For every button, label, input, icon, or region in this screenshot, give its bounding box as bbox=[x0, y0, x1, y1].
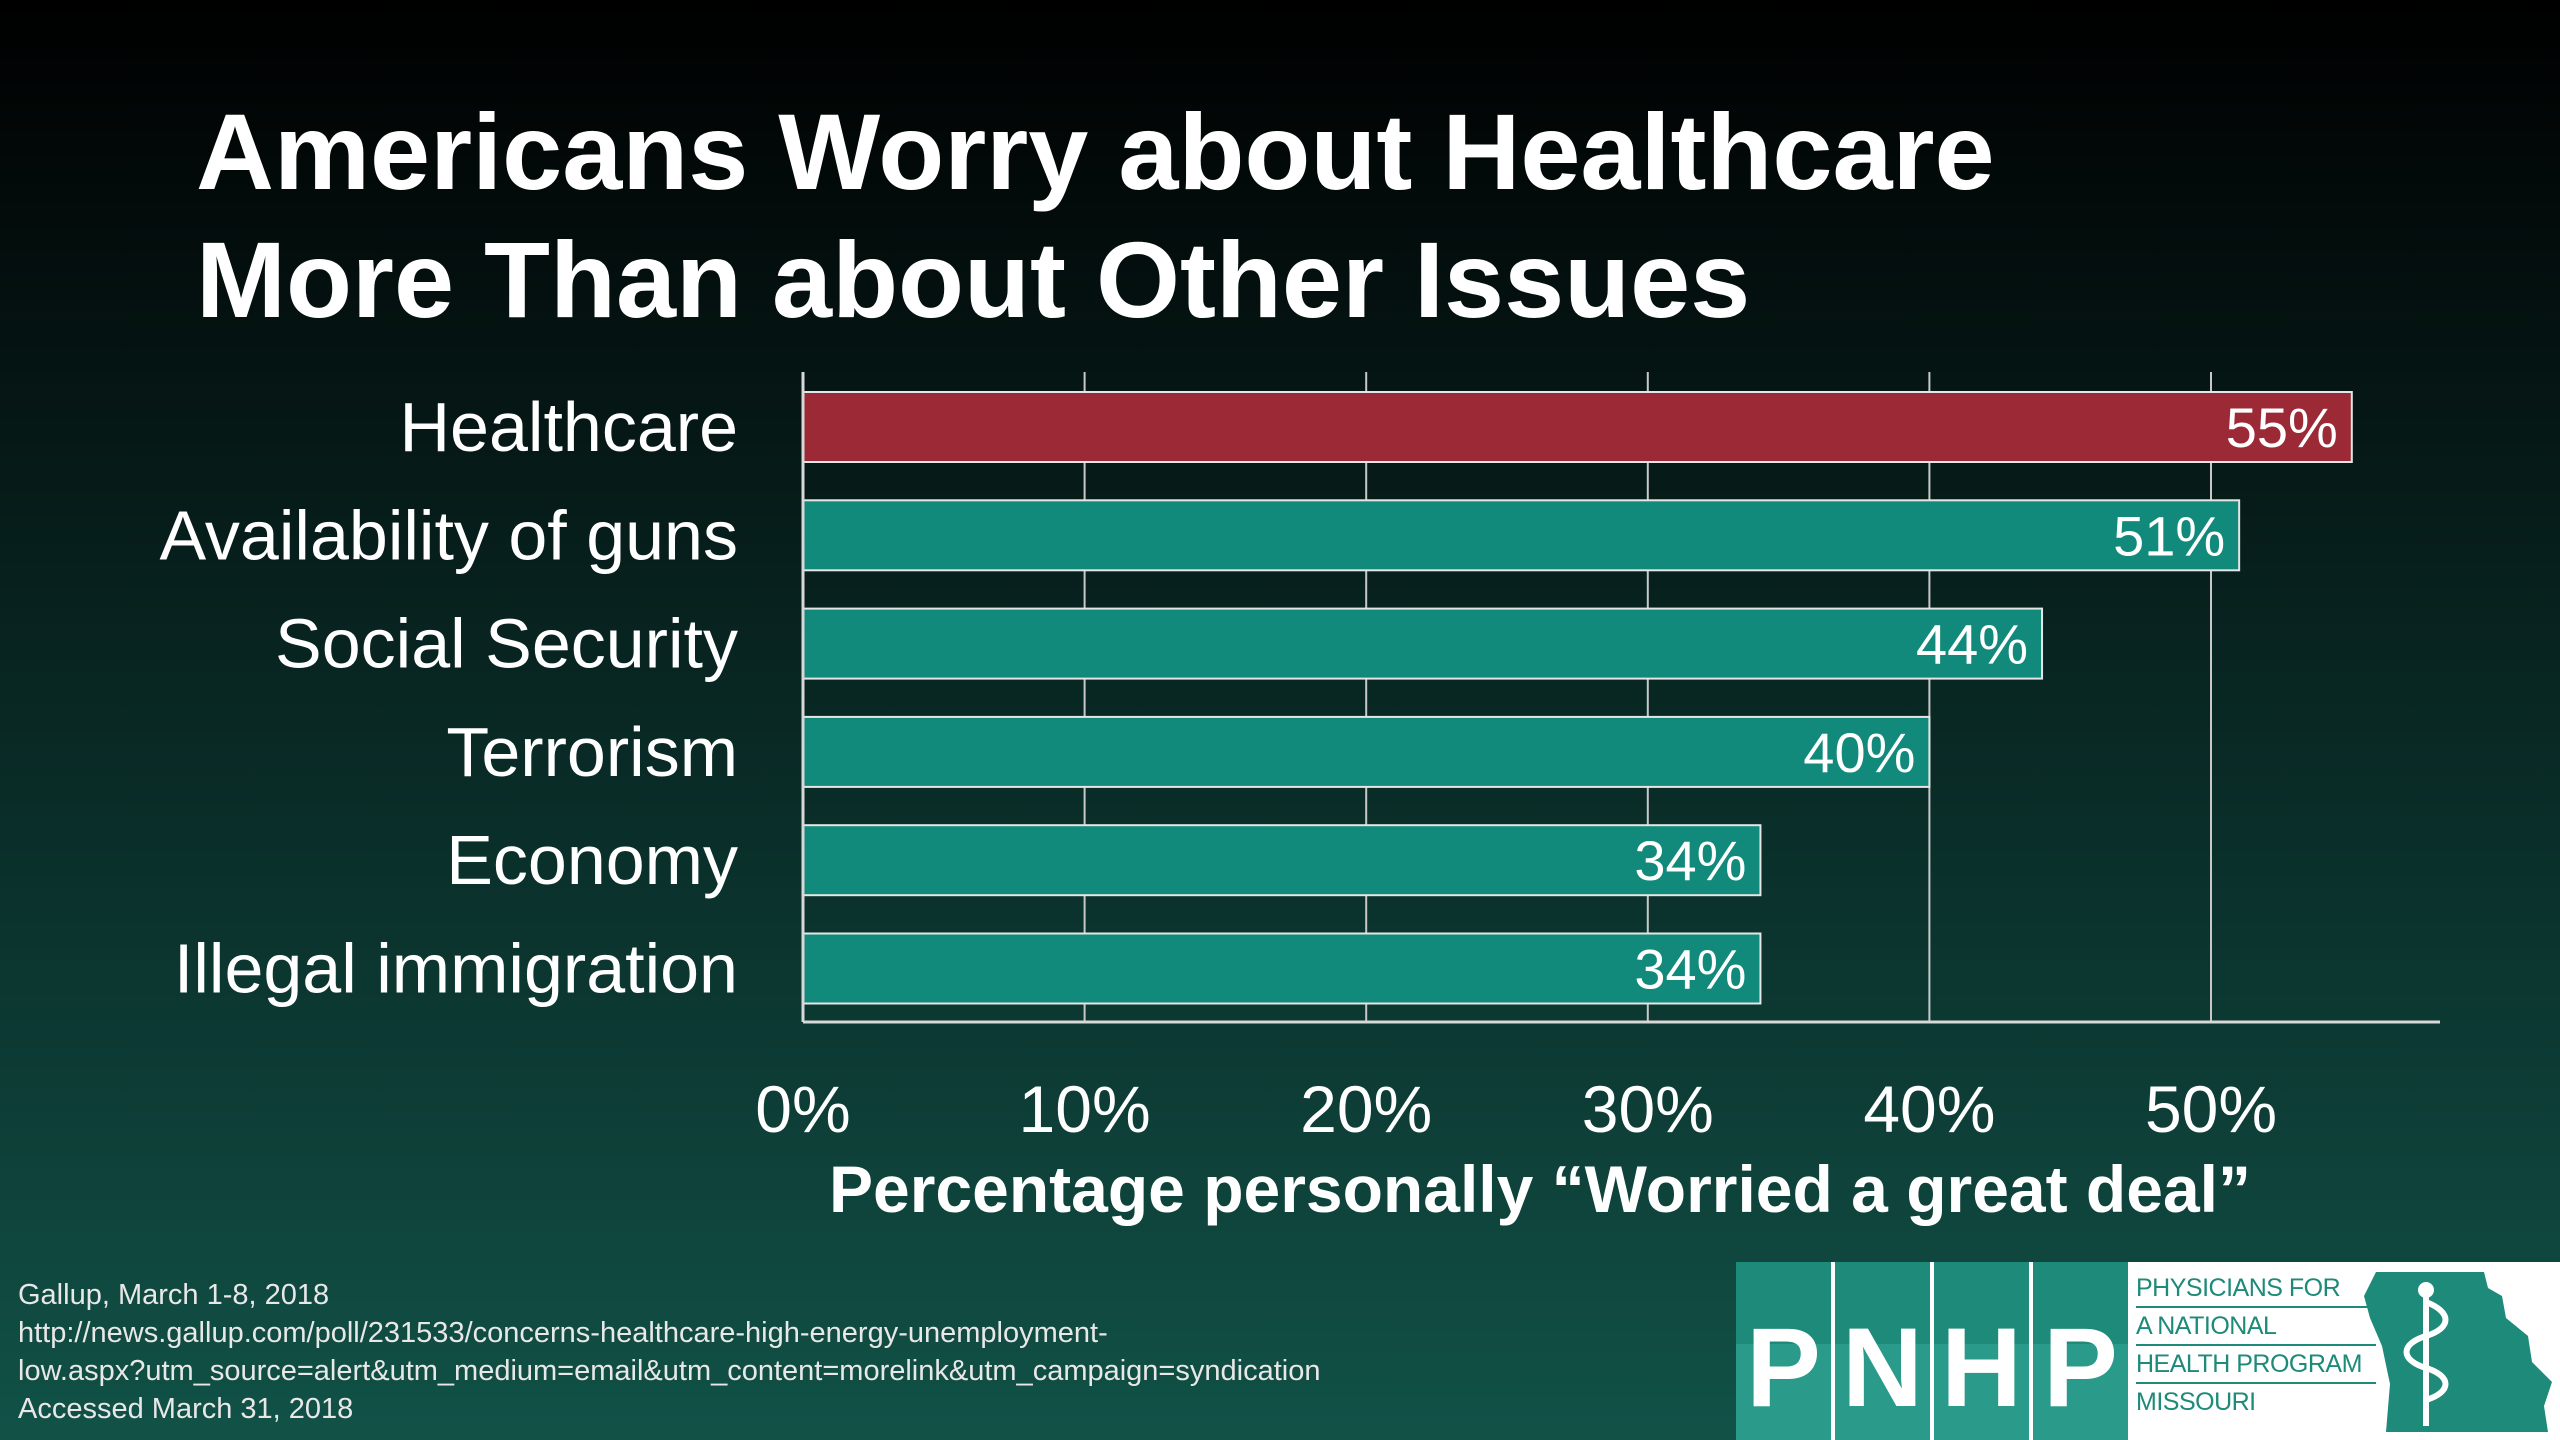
bar-chart: 0% 10% 20% 30% 40% 50% Healthcare 55% Availabili… bbox=[160, 372, 2440, 1226]
category-label: Availability of guns bbox=[160, 496, 739, 574]
label-layer: 0% 10% 20% 30% 40% 50% Healthcare 55% Availabili… bbox=[160, 388, 2338, 1146]
x-tick-label: 30% bbox=[1582, 1072, 1714, 1146]
logo-text: PHYSICIANS FOR A NATIONAL HEALTH PROGRAM… bbox=[2136, 1270, 2376, 1420]
value-label: 44% bbox=[1916, 613, 2028, 676]
logo-letters: P N H P bbox=[1736, 1262, 2128, 1440]
source-accessed: Accessed March 31, 2018 bbox=[18, 1393, 354, 1425]
slide-title: Americans Worry about Healthcare More Th… bbox=[196, 88, 1995, 344]
x-tick-label: 10% bbox=[1019, 1072, 1151, 1146]
category-label: Social Security bbox=[275, 605, 738, 683]
logo-letter: N bbox=[1835, 1262, 1930, 1440]
source-url-line-1: http://news.gallup.com/poll/231533/conce… bbox=[18, 1317, 1108, 1349]
bar bbox=[802, 932, 1762, 1005]
x-tick-label: 0% bbox=[755, 1072, 850, 1146]
pnhp-logo: P N H P PHYSICIANS FOR A NATIONAL HEALTH… bbox=[1736, 1262, 2560, 1440]
axis-layer bbox=[801, 372, 2440, 1024]
value-label: 55% bbox=[2226, 396, 2338, 459]
x-axis-title: Percentage personally “Worried a great d… bbox=[829, 1152, 2251, 1226]
logo-text-line: MISSOURI bbox=[2136, 1388, 2256, 1416]
logo-letter: H bbox=[1934, 1262, 2029, 1440]
source-url-line-2: low.aspx?utm_source=alert&utm_medium=ema… bbox=[18, 1355, 1321, 1387]
category-label: Economy bbox=[446, 821, 738, 899]
caduceus-missouri-icon bbox=[2364, 1272, 2552, 1432]
logo-letter: P bbox=[1736, 1262, 1831, 1440]
category-label: Terrorism bbox=[446, 713, 738, 791]
source-line-1: Gallup, March 1-8, 2018 bbox=[18, 1279, 330, 1311]
bar bbox=[802, 607, 2044, 680]
bar bbox=[802, 391, 2353, 463]
x-tick-label: 50% bbox=[2145, 1072, 2277, 1146]
value-label: 51% bbox=[2113, 504, 2225, 567]
x-tick-label: 20% bbox=[1300, 1072, 1432, 1146]
logo-text-line: HEALTH PROGRAM bbox=[2136, 1346, 2376, 1384]
title-line-2: More Than about Other Issues bbox=[196, 219, 1751, 340]
category-label: Healthcare bbox=[399, 388, 738, 466]
grid-layer bbox=[1083, 372, 2212, 1022]
bar bbox=[802, 499, 2241, 572]
category-label: Illegal immigration bbox=[174, 930, 738, 1008]
value-label: 40% bbox=[1803, 721, 1915, 784]
bar bbox=[802, 824, 1762, 897]
bar-layer bbox=[802, 391, 2353, 1005]
bar bbox=[802, 715, 1931, 788]
value-label: 34% bbox=[1634, 938, 1746, 1001]
logo-text-line: A NATIONAL bbox=[2136, 1308, 2376, 1346]
x-tick-label: 40% bbox=[1863, 1072, 1995, 1146]
value-label: 34% bbox=[1634, 829, 1746, 892]
source-citation: Gallup, March 1-8, 2018 http://news.gall… bbox=[18, 1276, 1320, 1428]
logo-letter: P bbox=[2033, 1262, 2128, 1440]
title-line-1: Americans Worry about Healthcare bbox=[196, 91, 1995, 212]
logo-text-line: PHYSICIANS FOR bbox=[2136, 1270, 2376, 1308]
